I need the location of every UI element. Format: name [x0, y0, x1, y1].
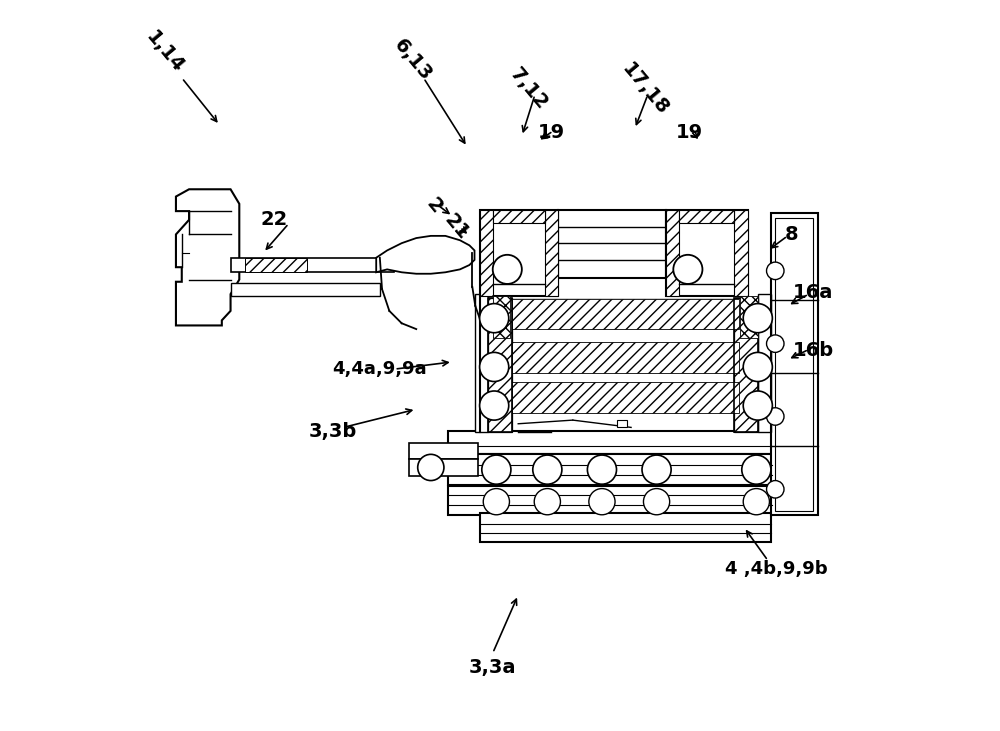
Circle shape: [643, 488, 670, 515]
Bar: [558, 211, 666, 278]
Bar: [493, 296, 510, 338]
Bar: [666, 211, 679, 296]
Bar: [512, 298, 739, 329]
Text: 7,12: 7,12: [506, 64, 552, 113]
Bar: [409, 459, 478, 476]
Text: 8: 8: [784, 225, 798, 244]
Bar: [231, 258, 394, 272]
Text: 16a: 16a: [793, 283, 833, 302]
Circle shape: [743, 488, 769, 515]
Bar: [512, 342, 739, 373]
Text: 4,4a,9,9a: 4,4a,9,9a: [333, 360, 427, 378]
Circle shape: [587, 455, 617, 484]
Bar: [231, 283, 380, 296]
Bar: [448, 455, 772, 485]
Circle shape: [483, 488, 509, 515]
Circle shape: [493, 255, 522, 284]
Bar: [512, 298, 739, 424]
Circle shape: [743, 303, 772, 333]
Bar: [775, 219, 813, 511]
Bar: [409, 443, 478, 459]
Text: 17,18: 17,18: [619, 59, 673, 118]
Circle shape: [743, 352, 772, 382]
Circle shape: [534, 488, 560, 515]
Bar: [679, 211, 734, 224]
Bar: [480, 211, 493, 296]
Bar: [480, 512, 771, 542]
Circle shape: [673, 255, 702, 284]
Circle shape: [642, 455, 671, 484]
Bar: [448, 431, 772, 455]
Text: 3,3b: 3,3b: [308, 422, 357, 441]
Text: 1,14: 1,14: [142, 28, 188, 77]
Circle shape: [767, 480, 784, 498]
Text: 3,3a: 3,3a: [469, 658, 516, 677]
Circle shape: [767, 262, 784, 279]
Circle shape: [742, 455, 771, 484]
Bar: [512, 298, 739, 329]
Circle shape: [767, 335, 784, 352]
Bar: [512, 382, 739, 413]
Polygon shape: [376, 236, 475, 273]
Circle shape: [743, 391, 772, 420]
Circle shape: [480, 391, 509, 420]
Bar: [734, 298, 758, 433]
Circle shape: [418, 455, 444, 480]
Bar: [448, 485, 772, 515]
Polygon shape: [176, 189, 239, 325]
Circle shape: [589, 488, 615, 515]
Bar: [488, 298, 512, 433]
Bar: [771, 213, 818, 515]
Bar: [245, 259, 307, 271]
Circle shape: [480, 303, 509, 333]
Text: 16b: 16b: [793, 341, 834, 360]
Text: 22: 22: [261, 211, 288, 230]
Circle shape: [767, 408, 784, 425]
Bar: [617, 420, 627, 428]
Circle shape: [482, 455, 511, 484]
Bar: [740, 296, 758, 338]
Bar: [734, 298, 758, 433]
Bar: [512, 382, 739, 413]
Circle shape: [533, 455, 562, 484]
Bar: [666, 211, 748, 296]
Bar: [545, 211, 558, 296]
Bar: [493, 211, 545, 224]
Text: 19: 19: [537, 123, 565, 142]
Bar: [512, 342, 739, 373]
Bar: [734, 211, 748, 296]
Text: 19: 19: [676, 123, 703, 142]
Circle shape: [480, 352, 509, 382]
Bar: [758, 294, 771, 433]
Text: 21: 21: [440, 211, 472, 243]
Text: 4 ,4b,9,9b: 4 ,4b,9,9b: [725, 561, 828, 578]
Text: 6,13: 6,13: [390, 35, 435, 84]
Bar: [480, 211, 558, 296]
Bar: [475, 294, 488, 433]
Text: 2: 2: [423, 194, 446, 216]
Bar: [488, 298, 512, 433]
